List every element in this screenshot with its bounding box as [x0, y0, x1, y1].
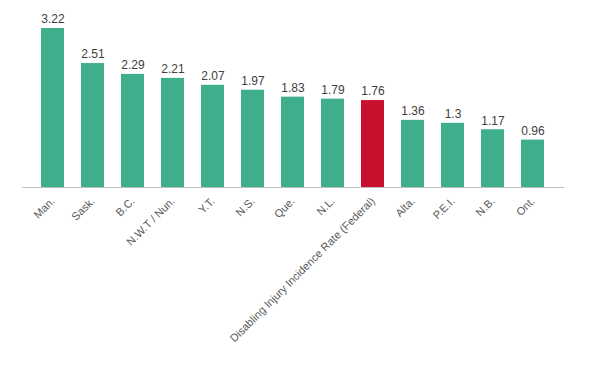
svg-text:0.96: 0.96	[521, 124, 545, 138]
svg-text:1.3: 1.3	[445, 107, 462, 121]
svg-text:N.W.T / Nun.: N.W.T / Nun.	[124, 195, 177, 248]
svg-text:P.E.I.: P.E.I.	[430, 195, 457, 222]
svg-text:1.83: 1.83	[281, 81, 305, 95]
svg-text:2.21: 2.21	[161, 62, 185, 76]
svg-text:Disabling Injury Incidence Rat: Disabling Injury Incidence Rate (Federal…	[227, 195, 376, 344]
svg-text:Alta.: Alta.	[393, 195, 417, 219]
svg-text:N.S.: N.S.	[233, 195, 257, 219]
svg-text:1.17: 1.17	[481, 114, 505, 128]
svg-text:N.B.: N.B.	[473, 195, 497, 219]
svg-text:Man.: Man.	[31, 195, 57, 221]
svg-text:1.79: 1.79	[321, 83, 345, 97]
svg-text:1.76: 1.76	[361, 84, 385, 98]
svg-text:1.36: 1.36	[401, 104, 425, 118]
svg-text:Ont.: Ont.	[514, 195, 537, 218]
svg-text:Que.: Que.	[272, 195, 297, 220]
svg-text:3.22: 3.22	[41, 12, 65, 26]
svg-text:N.L.: N.L.	[314, 195, 337, 218]
svg-text:2.51: 2.51	[81, 47, 105, 61]
svg-text:B.C.: B.C.	[113, 195, 137, 219]
svg-text:2.07: 2.07	[201, 69, 225, 83]
svg-text:Y.T.: Y.T.	[196, 195, 217, 216]
svg-text:1.97: 1.97	[241, 74, 265, 88]
svg-text:2.29: 2.29	[121, 58, 145, 72]
svg-text:Sask.: Sask.	[69, 195, 97, 223]
